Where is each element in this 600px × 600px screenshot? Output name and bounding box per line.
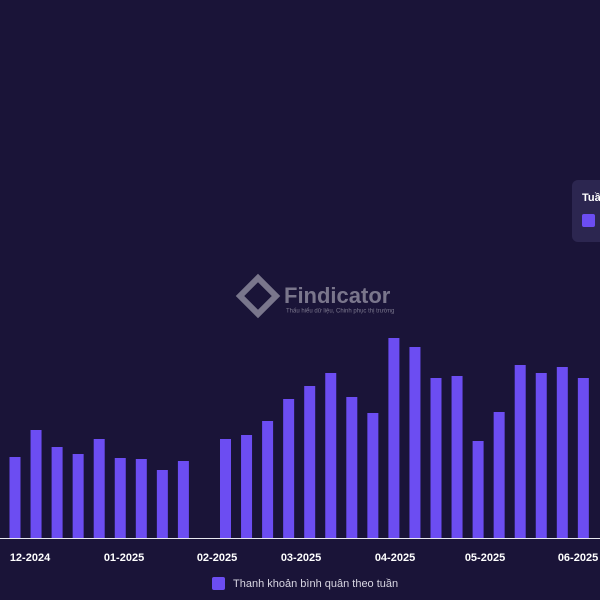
- x-tick-label: 02-2025: [197, 552, 237, 564]
- watermark: Findicator Thấu hiểu dữ liệu, Chinh phục…: [235, 273, 394, 319]
- x-tick-label: 05-2025: [465, 552, 505, 564]
- watermark-logo: [235, 273, 281, 319]
- x-tick-label: 01-2025: [104, 552, 144, 564]
- bar: [262, 421, 274, 538]
- tooltip: Tuầ: [572, 180, 600, 242]
- bar: [388, 338, 400, 538]
- bar: [135, 459, 147, 538]
- legend-label[interactable]: Thanh khoản bình quân theo tuần: [233, 578, 398, 590]
- legend-swatch: [212, 577, 225, 590]
- bar: [51, 447, 63, 538]
- bar: [556, 367, 568, 538]
- bar: [30, 430, 42, 538]
- bar: [535, 373, 547, 538]
- bar: [241, 435, 253, 538]
- watermark-tagline: Thấu hiểu dữ liệu, Chinh phục thị trường: [286, 308, 394, 315]
- bar: [72, 454, 84, 538]
- bar: [325, 373, 337, 538]
- bar: [283, 399, 295, 538]
- bar: [577, 378, 589, 538]
- x-tick-label: 04-2025: [375, 552, 415, 564]
- bar: [220, 439, 231, 538]
- bar: [93, 439, 105, 538]
- bar: [346, 397, 358, 538]
- bar: [430, 378, 442, 538]
- bar: [493, 412, 505, 538]
- x-tick-label: 06-2025: [558, 552, 598, 564]
- bar: [177, 461, 189, 538]
- tooltip-title: Tuầ: [582, 192, 600, 204]
- bar: [114, 458, 126, 538]
- bar: [156, 470, 168, 538]
- bar: [451, 376, 463, 538]
- tooltip-box: [572, 180, 600, 242]
- bar: [367, 413, 379, 538]
- watermark-name: Findicator: [284, 283, 391, 308]
- tooltip-swatch: [582, 214, 595, 227]
- x-tick-label: 03-2025: [281, 552, 321, 564]
- x-tick-label: 12-2024: [10, 552, 51, 564]
- bar: [409, 347, 421, 538]
- bar: [472, 441, 484, 538]
- bar: [514, 365, 526, 538]
- bar: [304, 386, 316, 538]
- bar: [9, 457, 21, 538]
